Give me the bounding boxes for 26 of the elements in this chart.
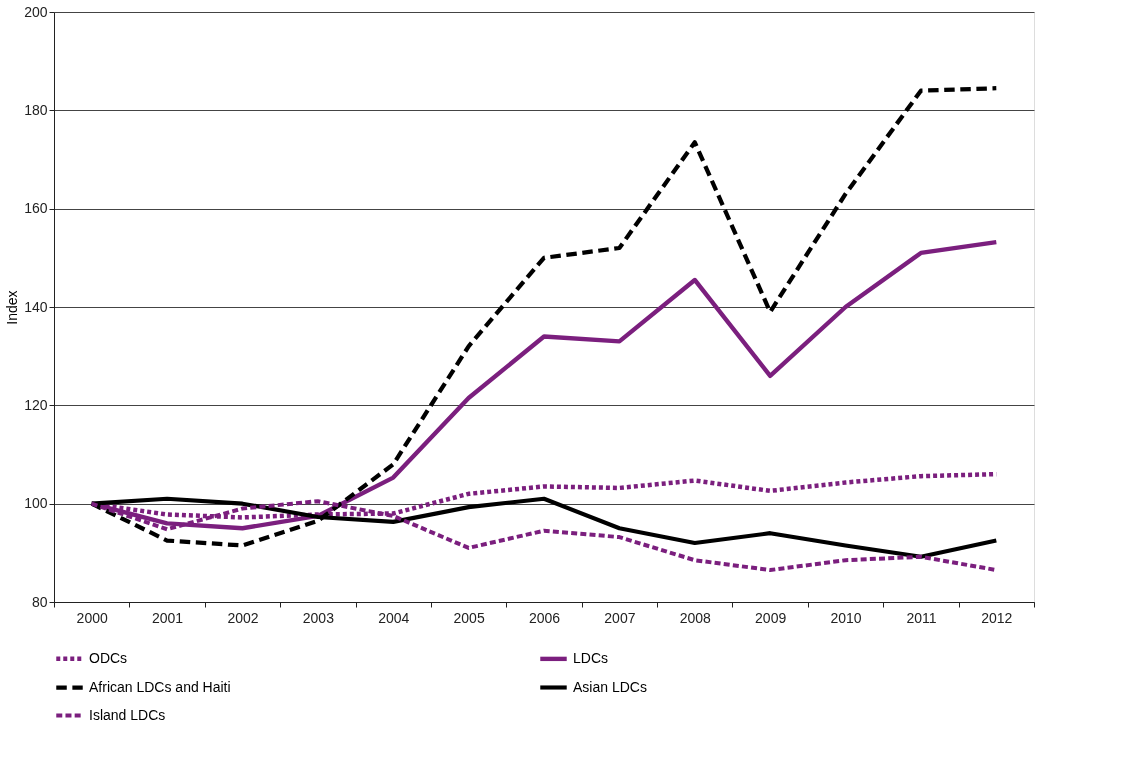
y-tick-label: 120 <box>24 396 48 413</box>
legend-label: African LDCs and Haiti <box>89 678 231 695</box>
legend-label: Island LDCs <box>89 706 166 723</box>
x-tick-label: 2007 <box>604 609 636 626</box>
y-axis-title: Index <box>4 290 21 325</box>
legend-label: Asian LDCs <box>573 678 647 695</box>
y-tick-label: 100 <box>24 495 48 512</box>
x-tick-label: 2009 <box>755 609 787 626</box>
legend-label: LDCs <box>573 649 609 666</box>
x-tick-label: 2000 <box>76 609 108 626</box>
x-tick-label: 2011 <box>906 609 937 626</box>
x-tick-label: 2012 <box>981 609 1013 626</box>
x-tick-label: 2006 <box>528 609 561 626</box>
y-tick-label: 180 <box>24 101 48 118</box>
legend-label: ODCs <box>89 649 128 666</box>
y-tick-label: 140 <box>24 298 48 315</box>
x-tick-label: 2008 <box>679 609 712 626</box>
x-tick-label: 2010 <box>830 609 862 626</box>
y-tick-label: 80 <box>31 593 48 610</box>
y-tick-label: 200 <box>24 3 48 20</box>
x-tick-label: 2004 <box>378 609 410 626</box>
x-tick-label: 2002 <box>227 609 259 626</box>
x-tick-label: 2005 <box>453 609 485 626</box>
x-tick-label: 2001 <box>152 609 184 626</box>
x-tick-label: 2003 <box>302 609 335 626</box>
y-tick-label: 160 <box>24 200 48 217</box>
